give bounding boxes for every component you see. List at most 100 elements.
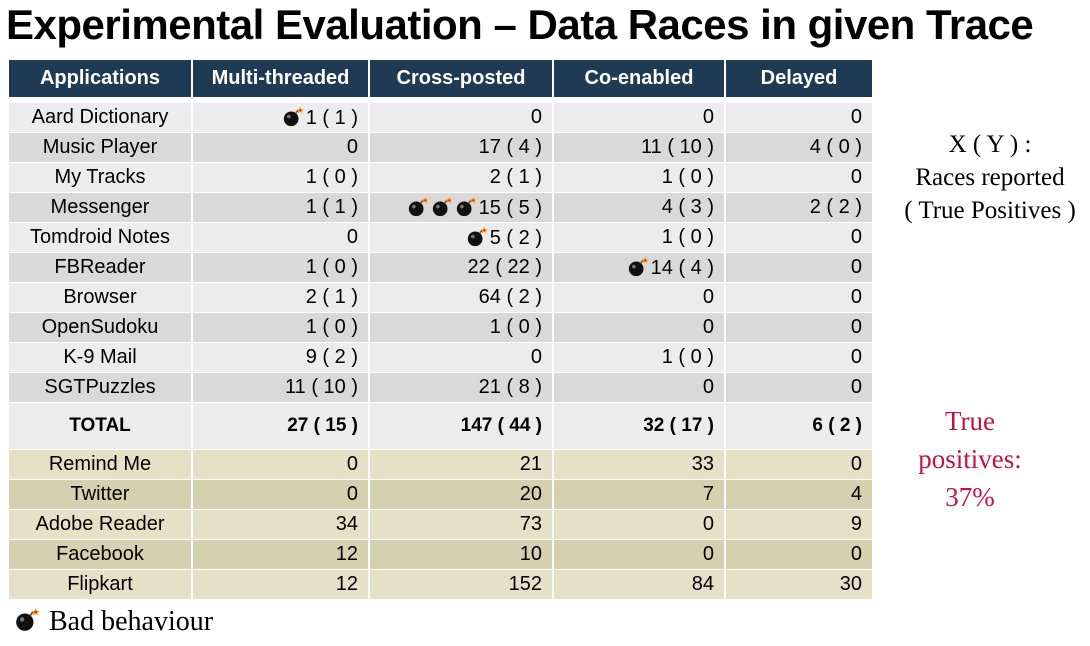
cell-value: 2 ( 2 )	[809, 196, 862, 218]
cell-value: 0	[702, 286, 714, 308]
multi-threaded-cell: 34	[192, 509, 370, 540]
data-races-table: Applications Multi-threaded Cross-posted…	[9, 60, 872, 600]
co-enabled-cell: 0	[553, 509, 726, 540]
table-row: Adobe Reader 34 73 0 9	[9, 509, 872, 540]
cell-value: 0	[850, 166, 862, 188]
cell-value: 1 ( 0 )	[489, 316, 542, 338]
multi-threaded-cell: 12	[192, 539, 370, 570]
cross-posted-cell: 5 ( 2 )	[369, 222, 554, 253]
cell-value: 22 ( 22 )	[467, 256, 542, 278]
table-row: Browser 2 ( 1 ) 64 ( 2 ) 0 0	[9, 282, 872, 313]
app-name-cell: Flipkart	[9, 569, 193, 600]
cell-value: 14 ( 4 )	[650, 256, 714, 279]
cell-value: 0	[702, 513, 714, 535]
app-name-cell: Aard Dictionary	[9, 103, 193, 133]
true-positives-line-3: 37%	[945, 482, 995, 512]
total-row: TOTAL 27 ( 15 ) 147 ( 44 ) 32 ( 17 ) 6 ( 2 )	[9, 402, 872, 450]
delayed-cell: 0	[725, 372, 872, 403]
true-positives-line-2: positives:	[918, 444, 1022, 474]
true-positives-note: True positives: 37%	[900, 402, 1040, 516]
header-delayed: Delayed	[725, 60, 872, 97]
co-enabled-cell: 0	[553, 372, 726, 403]
delayed-cell: 0	[725, 222, 872, 253]
cell-value: 0	[346, 226, 358, 248]
multi-threaded-cell: 0	[192, 479, 370, 510]
cell-value: 12	[335, 543, 358, 565]
cell-value: 20	[519, 483, 542, 505]
multi-threaded-cell: 1 ( 1 )	[192, 103, 370, 133]
cell-value: 2 ( 1 )	[489, 166, 542, 188]
table-row: Twitter 0 20 7 4	[9, 479, 872, 510]
delayed-cell: 9	[725, 509, 872, 540]
cell-value: FBReader	[54, 256, 146, 278]
app-name-cell: Music Player	[9, 132, 193, 163]
header-applications: Applications	[9, 60, 193, 97]
delayed-cell: 0	[725, 312, 872, 343]
cross-posted-cell: 21 ( 8 )	[369, 372, 554, 403]
cell-value: Messenger	[50, 196, 150, 218]
cell-value: 12	[335, 573, 358, 595]
co-enabled-cell: 1 ( 0 )	[553, 342, 726, 373]
app-name-cell: FBReader	[9, 252, 193, 283]
cell-value: Remind Me	[48, 453, 152, 475]
cell-value: TOTAL	[69, 415, 131, 436]
cell-value: 32 ( 17 )	[643, 415, 714, 436]
multi-threaded-cell: 27 ( 15 )	[192, 402, 370, 450]
cell-value: 11 ( 10 )	[641, 136, 714, 158]
co-enabled-cell: 0	[553, 282, 726, 313]
cell-value: 21 ( 8 )	[478, 376, 542, 398]
header-cross-posted: Cross-posted	[369, 60, 554, 97]
cell-value: 0	[850, 256, 862, 278]
table-row: OpenSudoku 1 ( 0 ) 1 ( 0 ) 0 0	[9, 312, 872, 343]
bomb-icon	[282, 106, 304, 128]
cell-value: 1 ( 1 )	[305, 196, 358, 218]
cell-value: 6 ( 2 )	[812, 415, 862, 436]
cell-value: 1 ( 1 )	[305, 106, 358, 129]
bomb-icon	[455, 196, 477, 218]
spacer-cell	[9, 97, 872, 103]
cross-posted-cell: 21	[369, 449, 554, 480]
header-co-enabled: Co-enabled	[553, 60, 726, 97]
bomb-icon	[627, 256, 649, 278]
table-row: K-9 Mail 9 ( 2 ) 0 1 ( 0 ) 0	[9, 342, 872, 373]
table-spacer-row	[9, 97, 872, 103]
app-name-cell: Adobe Reader	[9, 509, 193, 540]
cell-value: 4 ( 3 )	[661, 196, 714, 218]
cell-value: 1 ( 0 )	[305, 166, 358, 188]
multi-threaded-cell: 1 ( 0 )	[192, 312, 370, 343]
co-enabled-cell: 32 ( 17 )	[553, 402, 726, 450]
multi-threaded-cell: 0	[192, 132, 370, 163]
table-row: Remind Me 0 21 33 0	[9, 449, 872, 480]
delayed-cell: 6 ( 2 )	[725, 402, 872, 450]
cell-value: 1 ( 0 )	[305, 256, 358, 278]
slide-title: Experimental Evaluation – Data Races in …	[6, 1, 1034, 48]
multi-threaded-cell: 2 ( 1 )	[192, 282, 370, 313]
cross-posted-cell: 2 ( 1 )	[369, 162, 554, 193]
app-name-cell: My Tracks	[9, 162, 193, 193]
cell-value: K-9 Mail	[63, 346, 137, 368]
header-multi-threaded: Multi-threaded	[192, 60, 370, 97]
cell-value: 5 ( 2 )	[489, 226, 542, 249]
delayed-cell: 4 ( 0 )	[725, 132, 872, 163]
cell-value: Twitter	[70, 483, 130, 505]
app-name-cell: TOTAL	[9, 402, 193, 450]
cross-posted-cell: 64 ( 2 )	[369, 282, 554, 313]
co-enabled-cell: 11 ( 10 )	[553, 132, 726, 163]
cross-posted-cell: 17 ( 4 )	[369, 132, 554, 163]
cell-value: 10	[519, 543, 542, 565]
app-name-cell: OpenSudoku	[9, 312, 193, 343]
cell-value: 0	[850, 453, 862, 475]
app-name-cell: Messenger	[9, 192, 193, 223]
table-row: Tomdroid Notes 0 5 ( 2 ) 1 ( 0 ) 0	[9, 222, 872, 253]
cell-value: 0	[850, 376, 862, 398]
cell-value: 4 ( 0 )	[809, 136, 862, 158]
cell-value: SGTPuzzles	[44, 376, 156, 398]
cell-value: Adobe Reader	[35, 513, 165, 535]
table-row: Music Player 0 17 ( 4 ) 11 ( 10 ) 4 ( 0 )	[9, 132, 872, 163]
cell-value: 1 ( 0 )	[661, 346, 714, 368]
delayed-cell: 0	[725, 539, 872, 570]
multi-threaded-cell: 1 ( 1 )	[192, 192, 370, 223]
cell-value: Tomdroid Notes	[29, 226, 171, 248]
cross-posted-cell: 0	[369, 103, 554, 133]
table-row: Aard Dictionary 1 ( 1 ) 0 0 0	[9, 103, 872, 133]
